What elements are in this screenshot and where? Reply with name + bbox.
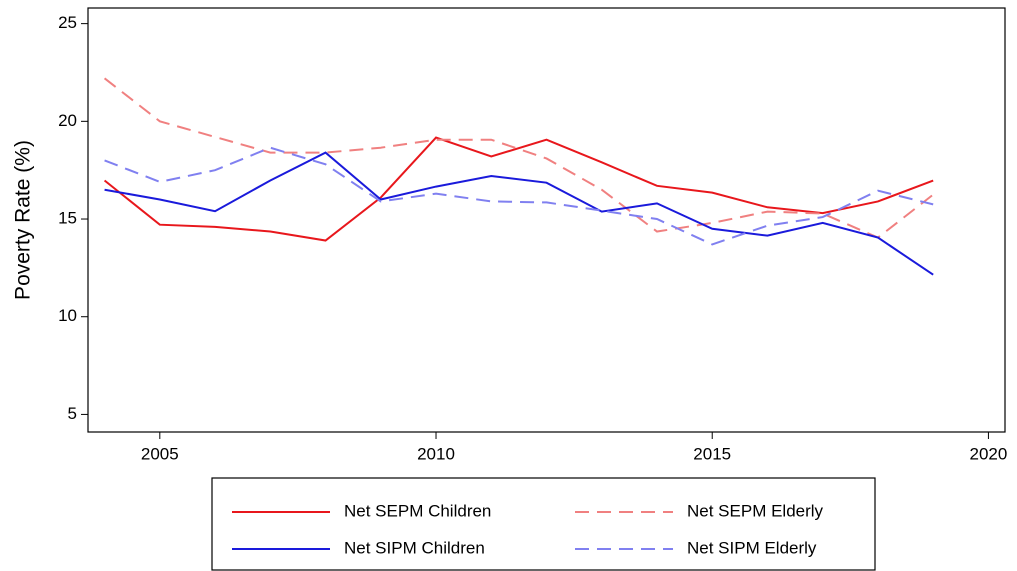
y-tick-label: 25 xyxy=(58,13,77,32)
y-tick-label: 20 xyxy=(58,111,77,130)
series-line xyxy=(104,146,934,246)
series-line xyxy=(103,136,934,242)
y-tick-label: 10 xyxy=(58,306,77,325)
x-tick-label: 2010 xyxy=(417,444,455,463)
plot-frame xyxy=(87,7,1006,433)
x-tick-label: 2005 xyxy=(141,444,179,463)
legend-label: Net SEPM Elderly xyxy=(687,501,824,520)
legend-label: Net SEPM Children xyxy=(344,501,491,520)
legend-box xyxy=(211,477,876,571)
x-tick-label: 2020 xyxy=(970,444,1008,463)
x-tick-label: 2015 xyxy=(693,444,731,463)
series-line xyxy=(103,77,934,239)
y-axis-title: Poverty Rate (%) xyxy=(12,140,35,300)
y-tick-label: 15 xyxy=(58,209,77,228)
y-tick-label: 5 xyxy=(68,404,77,423)
series-line xyxy=(104,151,934,276)
legend-label: Net SIPM Children xyxy=(344,538,485,557)
legend-label: Net SIPM Elderly xyxy=(687,538,817,557)
